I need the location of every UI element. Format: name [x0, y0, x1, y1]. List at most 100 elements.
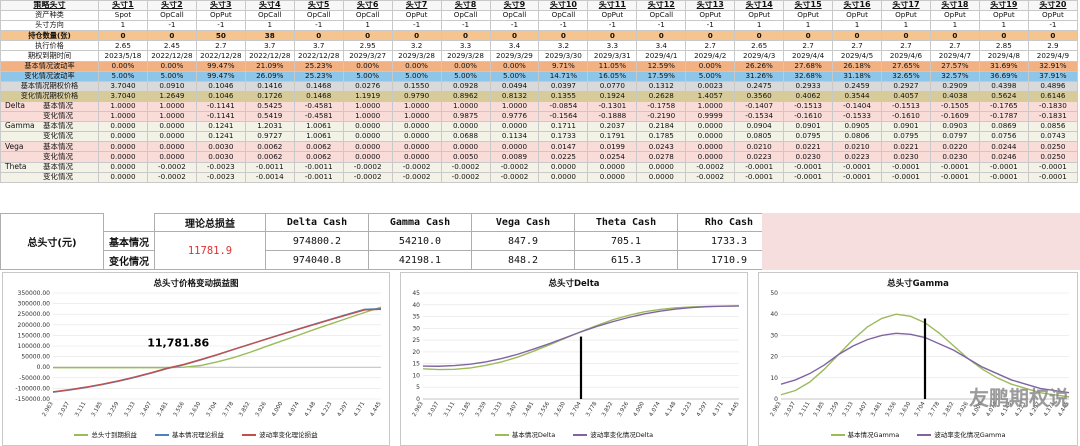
delta-chart-legend: 基本情况Delta 波动率变化情况Delta	[401, 429, 747, 439]
table-cell: 3.4	[636, 40, 687, 52]
table-cell: 37.91%	[1027, 70, 1079, 82]
table-cell: 0.4062	[783, 90, 834, 102]
x-tick-label: 3.852	[942, 401, 955, 418]
x-tick-label: 3.556	[173, 401, 186, 418]
table-cell: 0	[881, 30, 931, 42]
table-cell: 0.0220	[929, 141, 980, 153]
pnl-chart-title: 总头寸价格变动损益图	[153, 279, 239, 289]
series-line	[53, 306, 382, 369]
x-tick-label: 3.407	[856, 401, 869, 418]
table-cell: -0.0014	[244, 171, 295, 183]
table-cell: 0.0000	[391, 131, 442, 143]
table-cell: 0.0062	[244, 151, 295, 163]
table-cell: -0.0002	[391, 161, 442, 173]
row-label: 基本情况期权价格	[0, 80, 99, 92]
x-tick-label: 4.223	[320, 401, 333, 418]
table-cell: 0.9776	[489, 111, 540, 123]
table-cell: 0	[685, 30, 736, 42]
table-cell: -0.1610	[783, 111, 834, 123]
table-cell: 0	[293, 30, 344, 42]
table-cell: 0.0795	[881, 131, 931, 143]
table-cell: 0.0223	[734, 151, 785, 163]
position-column-header: 头寸8	[440, 0, 491, 12]
table-cell: 0.00%	[685, 60, 736, 72]
table-cell: OpPut	[195, 10, 246, 22]
table-cell: 26.09%	[244, 70, 295, 82]
table-cell: 0.1791	[587, 131, 638, 143]
greek-row-label: Vega变化情况	[0, 151, 99, 163]
y-tick-label: 20	[412, 349, 420, 356]
x-tick-label: 3.185	[91, 401, 104, 418]
position-column-header: 头寸3	[195, 0, 246, 12]
table-cell: 1.0000	[98, 100, 148, 113]
y-tick-label: 30	[770, 332, 778, 339]
table-cell: 0.1046	[195, 90, 246, 102]
table-cell: 1.0000	[391, 100, 442, 113]
row-label: 头寸方向	[0, 20, 99, 32]
row-label: 持仓数量(张)	[0, 30, 99, 42]
table-cell: 0.1241	[195, 121, 246, 133]
table-cell: 0.0089	[489, 151, 540, 163]
table-cell: 0.1046	[195, 80, 246, 92]
x-tick-label: 3.926	[255, 401, 268, 418]
table-cell: 0.2909	[929, 80, 980, 92]
table-cell: 0	[489, 30, 540, 42]
x-tick-label: 3.704	[206, 401, 219, 418]
table-cell: 0.0000	[440, 141, 491, 153]
table-cell: 0.0000	[685, 151, 736, 163]
table-cell: 2029/4/1	[636, 50, 687, 62]
table-cell: OpPut	[1027, 10, 1079, 22]
table-cell: -0.0002	[440, 161, 491, 173]
table-cell: 0.0904	[734, 121, 785, 133]
table-cell: 0.1312	[636, 80, 687, 92]
table-cell: 1	[929, 20, 980, 32]
x-tick-label: 4.074	[288, 401, 301, 418]
table-cell: -0.0002	[685, 171, 736, 183]
table-cell: 0.0062	[244, 141, 295, 153]
table-cell: 2029/4/5	[832, 50, 882, 62]
rho-cash-chg: 1710.9	[677, 250, 781, 270]
table-cell: 2029/4/6	[881, 50, 931, 62]
table-cell: 0.1726	[244, 90, 295, 102]
position-column-header: 头寸11	[587, 0, 638, 12]
table-cell: -0.0002	[489, 171, 540, 183]
x-tick-label: 3.407	[506, 401, 519, 418]
table-cell: 0.0230	[783, 151, 834, 163]
gamma-chart: 0 10 20 30 40 50 2.963 3.037 3.111 3.185 3.259 3.33…	[770, 290, 1071, 418]
table-cell: 0	[832, 30, 882, 42]
table-cell: 0.0250	[1027, 141, 1079, 153]
table-cell: 2022/12/28	[244, 50, 295, 62]
table-cell: 0.0000	[342, 151, 393, 163]
table-cell: -1	[1027, 20, 1079, 32]
x-tick-label: 3.037	[784, 401, 797, 418]
table-cell: 2029/4/4	[783, 50, 834, 62]
table-cell: 2029/4/3	[734, 50, 785, 62]
table-cell: -0.1787	[978, 111, 1029, 123]
table-cell: 1	[342, 20, 393, 32]
x-tick-label: 3.333	[842, 401, 855, 418]
x-tick-label: 3.037	[58, 401, 71, 418]
table-cell: -0.0001	[734, 171, 785, 183]
x-tick-label: 3.704	[570, 401, 583, 418]
table-cell: 0.0199	[587, 141, 638, 153]
table-cell: 0.3544	[832, 90, 882, 102]
table-cell: 11.05%	[587, 60, 638, 72]
table-cell: 0.1785	[636, 131, 687, 143]
x-tick-label: 3.926	[617, 401, 630, 418]
y-tick-label: -100000.00	[15, 385, 50, 392]
position-table: 策略头寸 头寸1 头寸2 头寸3 头寸4 头寸5 头寸6 头寸7 头寸8 头寸9 头寸10 头寸11 头…	[0, 0, 1080, 213]
x-tick-label: 4.297	[696, 401, 709, 418]
table-cell: -0.0023	[195, 171, 246, 183]
position-column-header: 头寸19	[978, 0, 1029, 12]
y-tick-label: 200000.00	[18, 322, 51, 329]
x-tick-label: 3.630	[554, 401, 567, 418]
position-column-header: 头寸18	[929, 0, 980, 12]
greek-row: Gamma 基本情况 0.0000 0.0000 0.1241 1.2031 1.0061 0…	[0, 121, 1079, 133]
table-cell: 25.23%	[293, 60, 344, 72]
table-row: 基本情况波动率 0.00% 0.00% 99.47% 21.09% 25.23% 0.00%…	[0, 60, 1079, 72]
table-cell: 5.00%	[489, 70, 540, 82]
table-cell: 0.0000	[342, 121, 393, 133]
greek-row-label: Gamma变化情况	[0, 131, 99, 143]
table-cell: -0.0001	[881, 171, 931, 183]
x-tick-label: 3.111	[443, 401, 456, 418]
